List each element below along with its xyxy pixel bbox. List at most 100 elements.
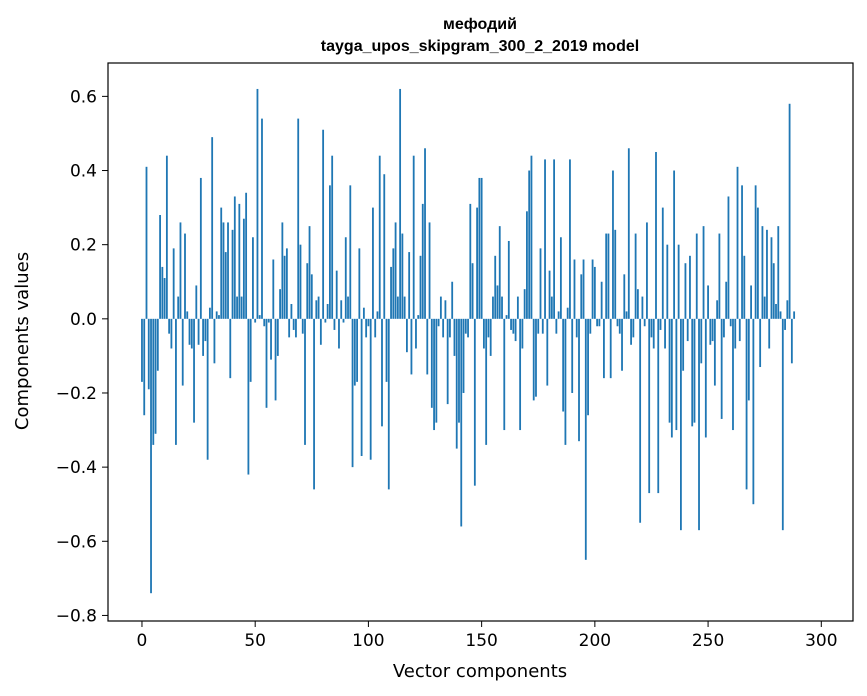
- bar-186: [562, 318, 565, 412]
- bar-3: [147, 318, 150, 390]
- bar-272: [756, 207, 759, 319]
- bar-13: [170, 318, 173, 349]
- bar-218: [634, 233, 637, 319]
- bar-270: [752, 318, 755, 505]
- bar-56: [267, 318, 270, 323]
- bar-279: [772, 263, 775, 319]
- bar-211: [618, 318, 621, 334]
- bar-153: [487, 318, 490, 338]
- bar-132: [439, 296, 442, 319]
- bar-225: [650, 318, 653, 338]
- bar-27: [202, 318, 205, 356]
- bar-71: [301, 318, 304, 334]
- bar-67: [292, 318, 295, 330]
- bar-221: [641, 296, 644, 319]
- bar-178: [544, 159, 546, 319]
- bar-64: [285, 248, 288, 319]
- bar-179: [546, 318, 549, 386]
- bar-28: [204, 318, 207, 342]
- bar-124: [421, 203, 424, 319]
- bar-148: [476, 207, 479, 319]
- bar-198: [589, 318, 592, 334]
- bar-33: [215, 311, 218, 319]
- bar-95: [356, 318, 358, 382]
- bar-286: [788, 103, 791, 319]
- bar-59: [274, 318, 277, 401]
- bar-126: [426, 318, 429, 375]
- bar-160: [503, 318, 506, 431]
- bar-119: [410, 318, 413, 375]
- bar-240: [684, 263, 687, 319]
- bar-273: [759, 318, 762, 368]
- bar-2: [145, 166, 148, 319]
- bar-252: [711, 318, 714, 342]
- bar-285: [786, 300, 789, 319]
- bar-141: [460, 318, 463, 527]
- bar-284: [784, 318, 786, 330]
- bar-23: [193, 318, 195, 423]
- bar-48: [249, 318, 252, 382]
- bar-26: [199, 177, 202, 319]
- bar-243: [691, 318, 694, 427]
- bar-107: [383, 174, 386, 319]
- bar-267: [745, 318, 748, 490]
- bar-224: [648, 318, 651, 494]
- bar-145: [469, 203, 472, 319]
- bar-76: [313, 318, 315, 490]
- bar-192: [575, 318, 578, 338]
- bar-265: [741, 185, 743, 319]
- bar-93: [351, 318, 354, 468]
- bar-233: [668, 318, 671, 423]
- bar-36: [222, 222, 225, 319]
- bar-72: [304, 318, 306, 445]
- bar-203: [600, 281, 603, 319]
- bar-181: [550, 296, 553, 319]
- bar-152: [485, 318, 488, 445]
- bar-248: [702, 226, 705, 319]
- bar-226: [652, 318, 655, 349]
- bar-92: [349, 185, 352, 319]
- bar-14: [172, 248, 175, 319]
- bar-17: [179, 222, 182, 319]
- bar-123: [419, 255, 422, 319]
- bar-251: [709, 318, 712, 345]
- bar-130: [435, 318, 438, 423]
- bar-155: [492, 296, 494, 319]
- bar-249: [704, 318, 707, 438]
- bar-247: [700, 318, 703, 364]
- bar-202: [598, 318, 601, 327]
- bar-46: [245, 192, 248, 319]
- bar-77: [315, 300, 318, 319]
- bar-112: [394, 222, 397, 319]
- bar-116: [403, 296, 406, 319]
- bar-162: [507, 240, 510, 319]
- bar-57: [270, 318, 272, 360]
- x-tick-label-150: 150: [465, 631, 497, 651]
- bar-239: [682, 318, 685, 371]
- plot-frame: [107, 62, 854, 622]
- bar-94: [353, 318, 356, 386]
- bar-223: [646, 222, 648, 319]
- bar-167: [519, 318, 522, 431]
- bar-5: [152, 318, 155, 445]
- y-tick-label-0: −0.8: [56, 606, 97, 626]
- x-tick-label-100: 100: [352, 631, 384, 651]
- bar-161: [505, 315, 508, 319]
- bar-215: [627, 148, 630, 319]
- bar-257: [723, 318, 725, 338]
- bar-180: [548, 270, 551, 319]
- bar-101: [369, 318, 372, 460]
- bar-242: [689, 255, 691, 319]
- bar-165: [514, 318, 517, 342]
- bar-38: [227, 222, 229, 319]
- bar-288: [793, 311, 796, 319]
- bar-11: [165, 155, 168, 319]
- bar-194: [580, 274, 583, 319]
- bar-136: [449, 318, 451, 338]
- bar-209: [614, 229, 617, 319]
- bar-73: [306, 263, 309, 319]
- bar-262: [734, 318, 737, 349]
- y-axis-label: Components values: [12, 252, 33, 430]
- bar-41: [233, 196, 236, 319]
- bar-287: [790, 318, 793, 364]
